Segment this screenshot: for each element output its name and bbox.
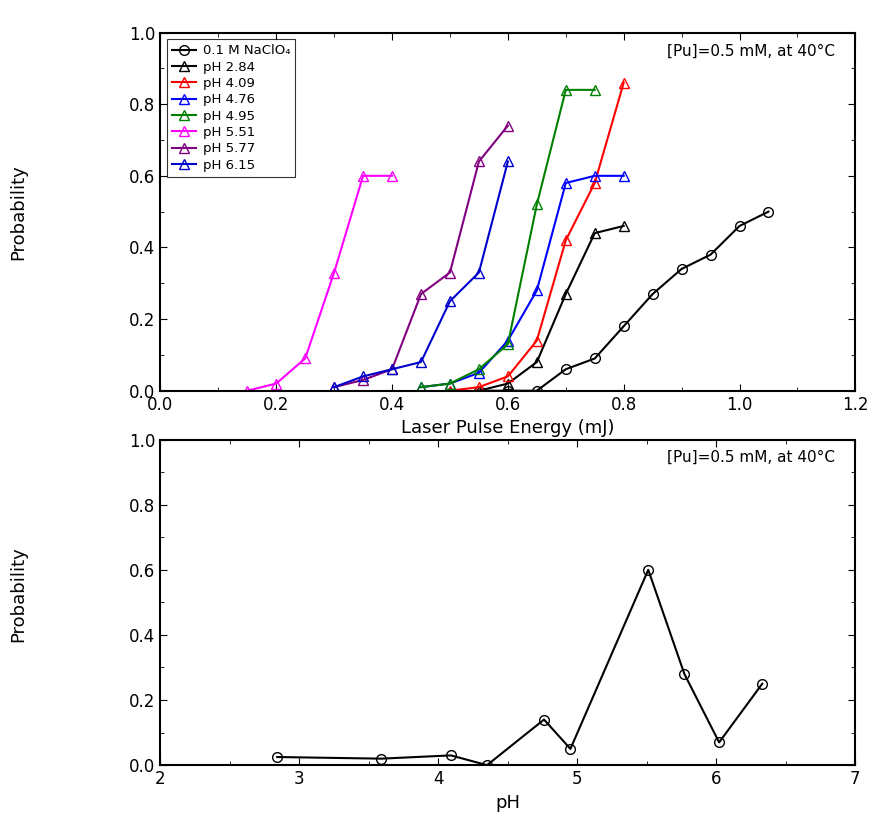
Text: Probability: Probability — [9, 546, 27, 642]
Text: Probability: Probability — [9, 164, 27, 260]
pH 6.15 — [329, 383, 339, 392]
pH 2.84 — [560, 289, 571, 299]
pH 4.76 — [560, 178, 571, 188]
Line: pH 4.95: pH 4.95 — [416, 85, 600, 392]
pH 5.51 — [387, 171, 397, 181]
pH 6.15 — [503, 156, 513, 166]
Line: pH 4.09: pH 4.09 — [446, 78, 628, 396]
pH 6.15 — [445, 296, 455, 306]
pH 6.15 — [416, 357, 427, 367]
pH 4.95 — [474, 365, 485, 374]
pH 4.09 — [590, 178, 601, 188]
pH 4.76 — [590, 171, 601, 181]
pH 2.84 — [590, 228, 601, 238]
X-axis label: Laser Pulse Energy (mJ): Laser Pulse Energy (mJ) — [401, 419, 615, 437]
0.1 M NaClO₄ — [590, 353, 601, 363]
Text: [Pu]=0.5 mM, at 40°C: [Pu]=0.5 mM, at 40°C — [666, 449, 835, 464]
pH 2.84 — [474, 386, 485, 396]
0.1 M NaClO₄ — [532, 386, 543, 396]
pH 5.51 — [299, 353, 311, 363]
pH 6.15 — [474, 268, 485, 278]
pH 6.15 — [387, 365, 397, 374]
0.1 M NaClO₄ — [560, 365, 571, 374]
Legend: 0.1 M NaClO₄, pH 2.84, pH 4.09, pH 4.76, pH 4.95, pH 5.51, pH 5.77, pH 6.15: 0.1 M NaClO₄, pH 2.84, pH 4.09, pH 4.76,… — [167, 39, 296, 177]
pH 4.95 — [532, 199, 543, 209]
pH 4.95 — [445, 379, 455, 388]
pH 4.76 — [474, 368, 485, 378]
0.1 M NaClO₄ — [764, 207, 774, 217]
Line: 0.1 M NaClO₄: 0.1 M NaClO₄ — [474, 207, 773, 396]
pH 6.15 — [358, 371, 369, 381]
pH 4.76 — [445, 379, 455, 388]
pH 5.77 — [329, 383, 339, 392]
pH 4.09 — [474, 383, 485, 392]
0.1 M NaClO₄ — [647, 289, 658, 299]
Line: pH 2.84: pH 2.84 — [474, 221, 628, 396]
pH 5.77 — [445, 268, 455, 278]
Line: pH 4.76: pH 4.76 — [416, 171, 628, 392]
pH 4.09 — [532, 335, 543, 345]
pH 5.51 — [242, 386, 253, 396]
0.1 M NaClO₄ — [474, 386, 485, 396]
pH 4.09 — [503, 371, 513, 381]
Line: pH 5.51: pH 5.51 — [242, 171, 396, 396]
0.1 M NaClO₄ — [734, 221, 745, 231]
pH 4.09 — [445, 386, 455, 396]
pH 2.84 — [532, 357, 543, 367]
pH 5.77 — [358, 375, 369, 385]
pH 2.84 — [503, 379, 513, 388]
pH 5.77 — [387, 365, 397, 374]
pH 5.77 — [416, 289, 427, 299]
0.1 M NaClO₄ — [503, 386, 513, 396]
pH 5.77 — [503, 120, 513, 130]
pH 4.95 — [503, 339, 513, 349]
Line: pH 6.15: pH 6.15 — [330, 156, 512, 392]
pH 4.95 — [590, 85, 601, 94]
pH 4.76 — [618, 171, 629, 181]
pH 5.51 — [329, 268, 339, 278]
pH 4.76 — [503, 335, 513, 345]
pH 4.95 — [560, 85, 571, 94]
0.1 M NaClO₄ — [618, 322, 629, 331]
Line: pH 5.77: pH 5.77 — [330, 120, 512, 392]
pH 4.76 — [416, 383, 427, 392]
pH 4.76 — [532, 286, 543, 295]
0.1 M NaClO₄ — [706, 250, 716, 260]
pH 4.09 — [560, 235, 571, 245]
pH 4.09 — [618, 78, 629, 88]
pH 2.84 — [618, 221, 629, 231]
0.1 M NaClO₄ — [676, 264, 687, 274]
Text: [Pu]=0.5 mM, at 40°C: [Pu]=0.5 mM, at 40°C — [666, 43, 835, 59]
pH 5.51 — [358, 171, 369, 181]
pH 4.95 — [416, 383, 427, 392]
pH 5.77 — [474, 156, 485, 166]
X-axis label: pH: pH — [495, 794, 520, 812]
pH 5.51 — [271, 379, 282, 388]
